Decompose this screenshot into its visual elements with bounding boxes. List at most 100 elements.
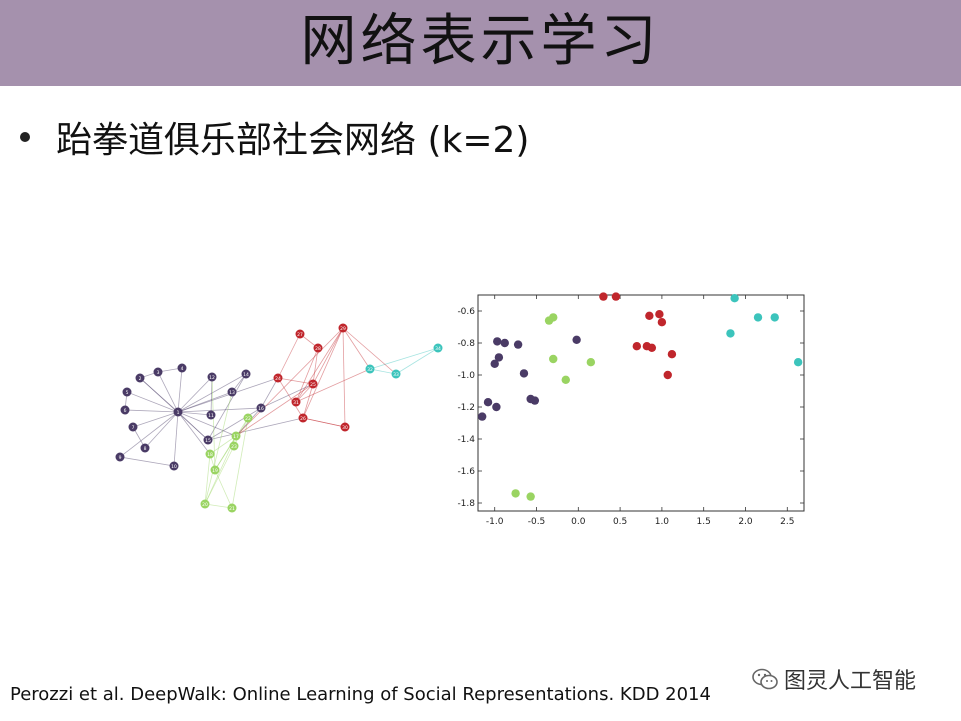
network-edge	[177, 411, 212, 416]
scatter-point	[770, 313, 779, 322]
scatter-point	[500, 338, 509, 348]
network-node	[200, 499, 210, 509]
scatter-point	[561, 375, 570, 384]
bullet-item: 跆拳道俱乐部社会网络 (k=2)	[20, 112, 529, 162]
network-edge	[177, 411, 211, 455]
network-node-label: 7	[132, 425, 135, 431]
scatter-point	[572, 335, 581, 344]
network-edge	[295, 347, 319, 403]
scatter-point	[526, 492, 535, 501]
scatter-point	[599, 292, 608, 301]
network-edge	[207, 407, 262, 441]
citation: Perozzi et al. DeepWalk: Online Learning…	[10, 684, 711, 705]
scatter-point	[513, 340, 523, 349]
wechat-icon	[752, 668, 778, 690]
scatter-point	[663, 370, 672, 380]
network-node	[177, 363, 187, 373]
scatter-point	[611, 292, 621, 301]
network-node	[295, 329, 305, 339]
network-node-label: 33	[393, 372, 399, 378]
network-edge	[211, 376, 216, 471]
network-node-label: 9	[119, 455, 122, 461]
network-edge	[302, 417, 346, 428]
network-node-label: 15	[205, 438, 211, 444]
network-node	[207, 372, 217, 382]
bullet-dot	[20, 132, 30, 142]
network-node	[298, 413, 308, 423]
scatter-point	[586, 358, 596, 367]
network-node-label: 32	[367, 367, 373, 373]
network-node	[169, 461, 179, 471]
y-tick-label: -1.2	[457, 403, 475, 413]
watermark-text: 图灵人工智能	[784, 669, 917, 694]
network-node-label: 18	[207, 452, 213, 458]
scatter-point	[632, 342, 642, 351]
x-tick-label: -0.5	[528, 517, 546, 527]
slide-title: 网络表示学习	[300, 9, 661, 74]
network-node-label: 27	[297, 332, 303, 338]
bullet-text: 跆拳道俱乐部社会网络 (k=2)	[56, 120, 530, 161]
network-edge	[177, 411, 209, 441]
network-node	[391, 369, 401, 379]
network-node	[308, 379, 318, 389]
network-edge	[260, 377, 279, 409]
network-node	[231, 431, 241, 441]
network-node	[273, 373, 283, 383]
scatter-point	[477, 412, 487, 421]
x-tick-label: -1.0	[486, 517, 504, 527]
network-edge	[177, 407, 262, 413]
scatter-point	[492, 402, 501, 412]
network-edge	[369, 347, 439, 370]
network-node-label: 17	[233, 434, 239, 440]
scatter-point	[726, 329, 735, 338]
network-edge	[139, 377, 179, 413]
network-edge	[210, 376, 213, 416]
network-node	[291, 397, 301, 407]
network-node-label: 30	[342, 425, 348, 431]
network-edge	[177, 376, 213, 413]
network-node-label: 11	[208, 413, 214, 419]
network-node-label: 29	[340, 326, 346, 332]
network-edge	[207, 373, 247, 441]
network-node-label: 8	[144, 446, 147, 452]
network-edge	[214, 469, 233, 509]
network-edge	[204, 503, 233, 509]
network-node	[153, 367, 163, 377]
network-node	[229, 441, 239, 451]
scatter-point	[519, 369, 529, 378]
network-node	[210, 465, 220, 475]
network-node-label: 13	[229, 390, 235, 396]
network-edge	[312, 327, 344, 385]
x-tick-label: 0.5	[613, 517, 627, 527]
scatter-point	[655, 310, 664, 319]
scatter-point	[549, 354, 558, 364]
network-node	[241, 369, 251, 379]
network-edge	[395, 347, 439, 375]
network-node	[203, 435, 213, 445]
network-node-label: 6	[124, 408, 127, 414]
network-edge	[124, 409, 179, 413]
scatter-point	[483, 398, 493, 407]
scatter-point	[645, 311, 654, 320]
network-node	[338, 323, 348, 333]
network-node	[115, 452, 125, 462]
network-edge	[144, 411, 179, 449]
scatter-point	[793, 358, 803, 367]
network-edge	[204, 445, 235, 505]
network-node-label: 20	[202, 502, 208, 508]
network-node-label: 34	[435, 346, 441, 352]
scatter-point	[657, 318, 667, 327]
network-edge	[214, 435, 237, 471]
network-edge	[177, 377, 279, 413]
scatter-point	[493, 337, 502, 346]
x-tick-label: 2.0	[738, 517, 753, 527]
network-node-label: 25	[310, 382, 316, 388]
network-node-label: 4	[181, 366, 184, 372]
network-node-label: 23	[231, 444, 237, 450]
network-node	[122, 387, 132, 397]
network-node	[135, 373, 145, 383]
network-node	[243, 413, 253, 423]
network-edge	[277, 377, 314, 385]
scatter-point	[490, 359, 499, 368]
network-edge	[231, 417, 249, 509]
